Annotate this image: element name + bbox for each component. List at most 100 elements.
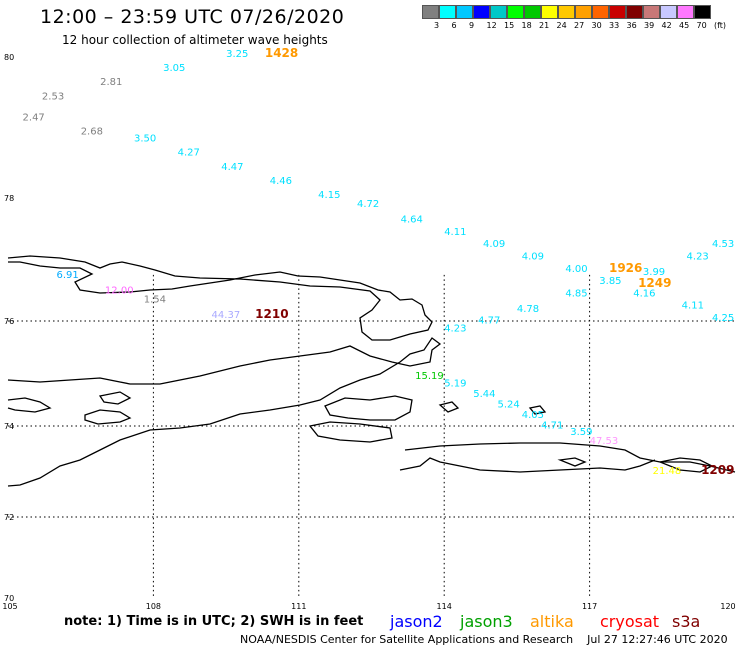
wave-height-label: 1926	[609, 261, 642, 275]
lon-label: 117	[582, 602, 597, 611]
wave-height-label: 4.64	[401, 215, 423, 226]
scale-swatch	[439, 5, 456, 19]
legend-altika: altika	[530, 612, 574, 631]
coastline-island	[98, 391, 132, 405]
wave-height-label: 4.85	[565, 288, 587, 299]
legend-s3a: s3a	[672, 612, 701, 631]
coastline-island	[557, 457, 587, 467]
wave-height-label: 1428	[265, 46, 298, 60]
wave-height-label: 1209	[701, 463, 734, 477]
scale-label: 27	[574, 21, 585, 30]
coastline-north-island	[7, 255, 433, 341]
scale-label: 3	[434, 21, 440, 30]
scale-swatch	[490, 5, 507, 19]
scale-label: 33	[609, 21, 620, 30]
wave-height-label: 2.53	[42, 91, 64, 102]
coastline-island	[438, 401, 460, 413]
scale-swatch	[456, 5, 473, 19]
wave-height-label: 4.27	[178, 148, 200, 159]
wave-height-label: 47.53	[590, 436, 619, 447]
wave-height-label: 4.11	[444, 227, 466, 238]
scale-label: 12	[486, 21, 497, 30]
wave-height-label: 4.46	[270, 176, 292, 187]
wave-height-label: 4.09	[522, 252, 544, 263]
wave-height-label: 12.00	[105, 285, 134, 296]
lat-label: 72	[4, 513, 14, 522]
wave-height-label: 21.48	[653, 466, 682, 477]
wave-height-label: 4.47	[221, 162, 243, 173]
wave-height-label: 6.91	[56, 270, 78, 281]
lon-label: 111	[291, 602, 306, 611]
scale-label: 6	[451, 21, 457, 30]
coastline-laptev	[404, 442, 736, 473]
coastline	[7, 255, 736, 487]
wave-height-label: 5.24	[498, 400, 520, 411]
units-note: note: 1) Time is in UTC; 2) SWH is in fe…	[64, 614, 364, 629]
scale-swatch	[609, 5, 626, 19]
scale-swatch	[677, 5, 694, 19]
scale-label: 24	[556, 21, 567, 30]
wave-height-label: 1249	[638, 276, 671, 290]
lon-label: 120	[720, 602, 735, 611]
scale-swatch	[473, 5, 490, 19]
wave-height-label: 4.09	[483, 239, 505, 250]
lat-label: 74	[4, 422, 14, 431]
lat-label: 80	[4, 53, 14, 62]
scale-swatch	[643, 5, 660, 19]
coastline-island	[7, 397, 52, 413]
wave-height-label: 3.99	[643, 267, 665, 278]
wave-height-label: 5.44	[473, 389, 495, 400]
legend-jason3: jason3	[460, 612, 513, 631]
lat-label: 70	[4, 594, 14, 603]
wave-height-label: 3.05	[163, 63, 185, 74]
wave-height-label: 4.72	[357, 199, 379, 210]
wave-height-label: 4.77	[478, 316, 500, 327]
wave-height-label: 4.05	[522, 410, 544, 421]
coastline-island	[84, 409, 132, 425]
scale-label: 30	[591, 21, 602, 30]
scale-swatch	[592, 5, 609, 19]
lat-label: 78	[4, 194, 14, 203]
color-scale	[422, 5, 711, 19]
wave-height-label: 44.37	[212, 310, 241, 321]
wave-height-label: 3.85	[599, 276, 621, 287]
scale-label: 9	[469, 21, 475, 30]
wave-height-label: 3.25	[226, 49, 248, 60]
wave-height-label: 2.68	[81, 127, 103, 138]
wave-height-label: 4.15	[318, 190, 340, 201]
scale-label: 45	[679, 21, 690, 30]
footer-timestamp: Jul 27 12:27:46 UTC 2020	[587, 633, 728, 646]
scale-swatch	[694, 5, 711, 19]
scale-swatch	[626, 5, 643, 19]
scale-label: 39	[644, 21, 655, 30]
scale-label: 15	[504, 21, 515, 30]
coastline-island	[528, 405, 547, 415]
footer-agency: NOAA/NESDIS Center for Satellite Applica…	[240, 633, 574, 646]
lon-label: 114	[437, 602, 452, 611]
scale-label: 70	[696, 21, 707, 30]
coastline-taymyr	[7, 337, 442, 487]
wave-height-label: 4.71	[541, 420, 563, 431]
scale-swatch	[660, 5, 677, 19]
coastline-island	[657, 457, 714, 473]
wave-height-label: 2.81	[100, 77, 122, 88]
page-title: 12:00 – 23:59 UTC 07/26/2020	[40, 6, 345, 28]
coastline-island	[324, 395, 413, 421]
scale-label: (ft)	[714, 21, 727, 30]
footer: NOAA/NESDIS Center for Satellite Applica…	[240, 633, 728, 646]
scale-swatch	[541, 5, 558, 19]
legend-jason2: jason2	[390, 612, 443, 631]
scale-label: 18	[521, 21, 532, 30]
scale-swatch	[422, 5, 439, 19]
wave-height-label: 4.23	[444, 324, 466, 335]
scale-label: 36	[626, 21, 637, 30]
lat-lon-grid	[8, 274, 735, 598]
coastline-laptev-south	[399, 457, 656, 473]
wave-height-label: 4.00	[565, 264, 587, 275]
color-scale-labels: 3 6 9 12 15 18 21 24 27 30 33 36 39 42 45 70 (ft)	[422, 21, 740, 33]
wave-height-label: 1210	[255, 307, 288, 321]
scale-label: 21	[539, 21, 550, 30]
wave-height-label: 2.47	[23, 112, 45, 123]
